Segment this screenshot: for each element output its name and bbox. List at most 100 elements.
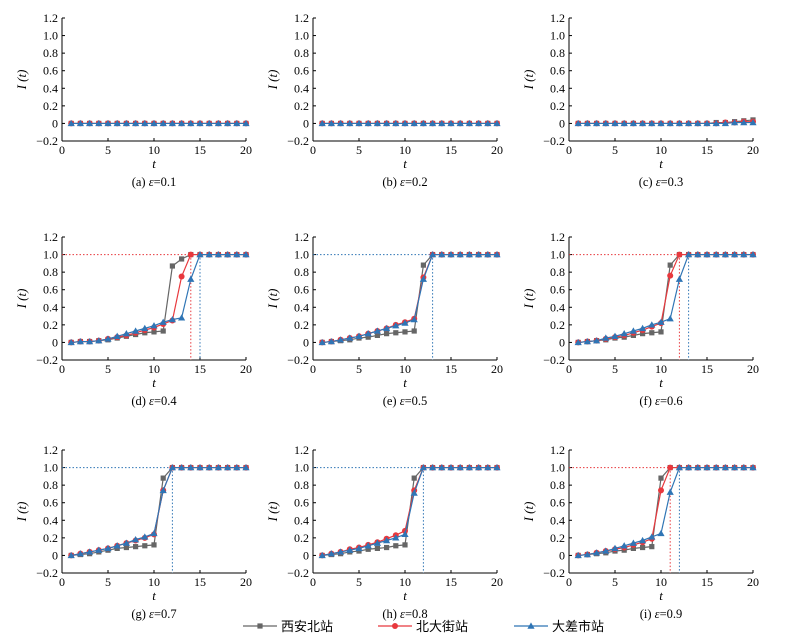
series-line-大差市站 [71,466,246,557]
data-point [383,536,391,544]
data-point [86,119,94,127]
data-point [620,119,628,127]
data-point [122,119,130,127]
y-tick-label: 0.4 [550,81,565,95]
y-axis-label: I (t) [14,70,29,91]
data-point [675,463,683,471]
data-point [667,272,674,279]
data-point [721,250,729,258]
series-line-北大街站 [578,253,753,344]
data-point [583,337,591,345]
data-point [593,337,601,344]
y-tick-label: 0.8 [43,478,58,492]
data-point [150,119,158,127]
data-point [712,463,720,471]
data-point [611,544,619,552]
y-tick-label: −0.2 [543,353,565,367]
series-line-大差市站 [578,466,753,557]
caption-prefix: (d) [131,394,149,408]
y-tick-label: 0.2 [43,318,58,332]
x-tick-label: 0 [59,575,65,589]
data-point [95,337,103,344]
data-point [574,551,582,559]
data-point [731,463,739,471]
data-point [666,315,674,322]
y-tick-label: 0.4 [43,300,58,314]
y-tick-label: −0.2 [287,566,309,580]
data-point [402,329,408,335]
x-tick-label: 5 [105,362,111,376]
x-tick-label: 10 [655,143,667,157]
x-axis-label: t [152,156,156,171]
x-axis-label: t [403,375,407,390]
data-point [648,119,656,127]
data-point [465,119,473,127]
data-point [447,119,455,127]
data-point [493,119,501,127]
y-tick-label: 0.2 [43,99,58,113]
y-tick-label: 1.0 [550,248,565,262]
y-tick-label: 1.0 [550,461,565,475]
data-point [675,275,683,282]
y-tick-label: −0.2 [36,566,58,580]
data-point [365,546,371,552]
y-tick-label: −0.2 [36,134,58,148]
data-point [159,486,167,494]
y-tick-label: 0.6 [294,496,309,510]
data-point [749,463,757,471]
data-point [593,549,601,556]
data-point [123,544,129,551]
data-point [629,539,637,546]
y-axis-label: I (t) [265,289,280,310]
caption-epsilon: ε [149,175,154,189]
data-point [475,250,483,258]
data-point [740,250,748,258]
y-axis-label: I (t) [521,289,536,310]
data-point [611,119,619,127]
y-tick-label: 0.2 [294,531,309,545]
y-tick-label: 0.8 [550,478,565,492]
x-axis-label: t [403,156,407,171]
data-point [401,119,409,127]
data-point [318,338,326,346]
data-point [685,463,693,471]
x-tick-label: 15 [194,575,206,589]
data-point [703,250,711,258]
x-tick-label: 10 [148,362,160,376]
data-point [86,548,94,555]
y-tick-label: 0.6 [294,64,309,78]
legend-label: 大差市站 [552,619,604,634]
data-point [676,251,683,258]
data-point [196,119,204,127]
series-line-西安北站 [322,253,497,344]
data-point [649,330,655,336]
x-tick-label: 10 [655,575,667,589]
data-point [658,487,664,494]
data-point [384,544,390,551]
x-tick-label: 10 [148,143,160,157]
data-point [178,273,185,280]
data-point [740,118,748,126]
data-point [657,318,665,325]
y-tick-label: 0 [52,116,58,130]
data-point [224,250,232,258]
x-tick-label: 0 [566,362,572,376]
y-tick-label: 0.8 [294,265,309,279]
data-point [132,119,140,127]
data-point [327,119,335,127]
caption-epsilon: ε [400,394,405,408]
data-point [447,250,455,258]
data-point [187,463,195,471]
x-axis-label: t [659,588,663,603]
data-point [685,250,693,258]
data-point [657,529,665,537]
data-point [749,118,757,126]
data-point [132,536,140,543]
y-tick-label: 0 [303,548,309,562]
data-point [160,475,166,481]
data-point [337,336,345,343]
data-point [205,250,213,258]
x-axis-label: t [403,588,407,603]
y-tick-label: 0.8 [294,478,309,492]
